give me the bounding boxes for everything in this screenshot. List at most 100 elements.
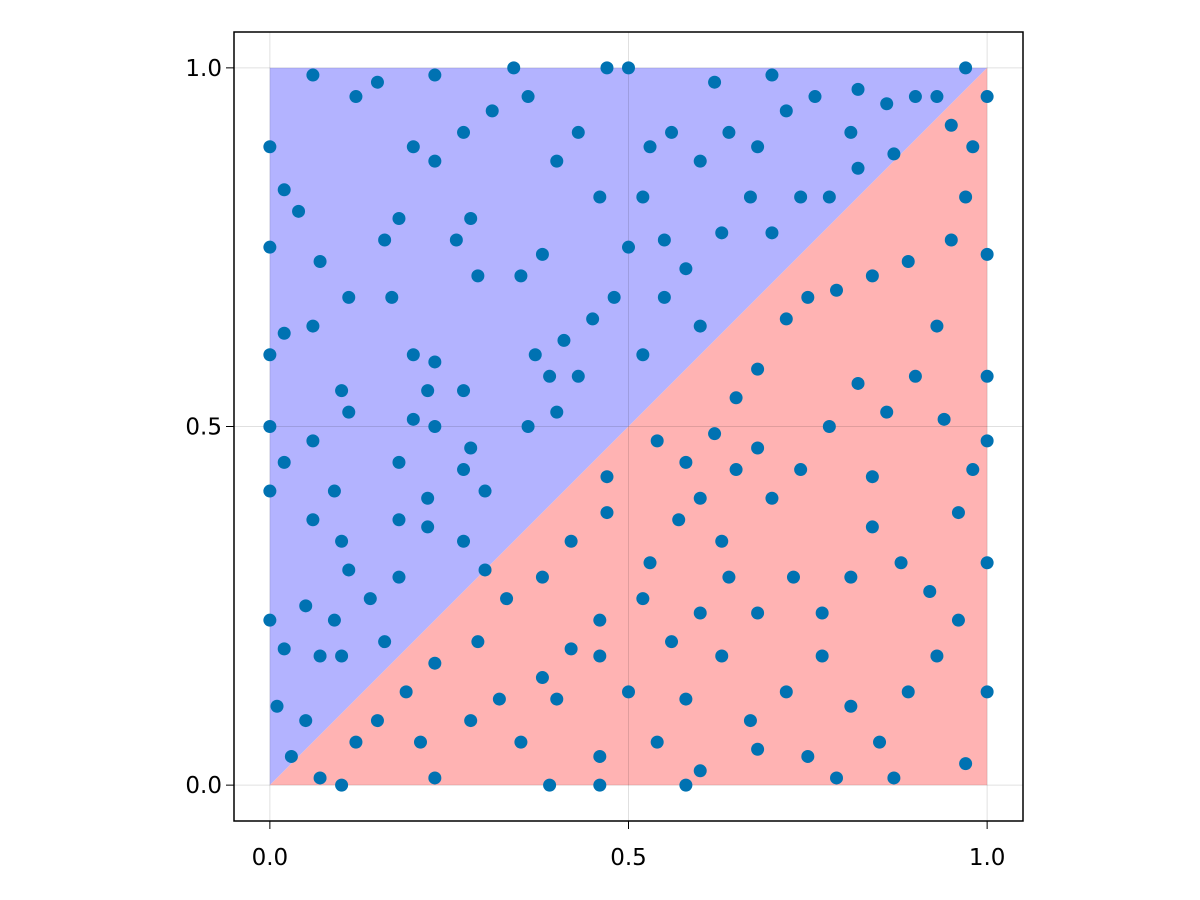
point <box>822 420 836 433</box>
point <box>679 692 693 706</box>
point <box>887 771 901 785</box>
point <box>937 412 951 426</box>
point <box>779 685 793 699</box>
point <box>980 434 994 448</box>
point <box>779 104 793 118</box>
point <box>751 742 765 756</box>
point <box>370 75 384 89</box>
point <box>980 247 994 261</box>
point <box>528 348 542 362</box>
point <box>378 233 392 247</box>
point <box>951 613 965 627</box>
point <box>708 427 722 441</box>
point <box>980 369 994 383</box>
point <box>844 570 858 584</box>
point <box>600 470 614 484</box>
point <box>944 118 958 132</box>
point <box>277 183 291 197</box>
point <box>306 68 320 82</box>
point <box>535 570 549 584</box>
point <box>830 283 844 297</box>
point <box>743 190 757 204</box>
point <box>801 290 815 304</box>
point <box>693 154 707 168</box>
point <box>708 75 722 89</box>
point <box>794 190 808 204</box>
point <box>657 233 671 247</box>
point <box>457 125 471 139</box>
point <box>457 463 471 477</box>
point <box>930 319 944 333</box>
point <box>815 606 829 620</box>
point <box>550 154 564 168</box>
point <box>959 61 973 75</box>
point <box>679 455 693 469</box>
point <box>966 463 980 477</box>
point <box>851 161 865 175</box>
point <box>514 735 528 749</box>
point <box>851 376 865 390</box>
point <box>650 434 664 448</box>
point <box>292 204 306 218</box>
point <box>751 362 765 376</box>
point <box>421 520 435 534</box>
point <box>478 484 492 498</box>
point <box>593 778 607 792</box>
point <box>306 434 320 448</box>
point <box>844 125 858 139</box>
point <box>779 312 793 326</box>
point <box>492 692 506 706</box>
point <box>586 312 600 326</box>
point <box>923 584 937 598</box>
point <box>500 592 514 606</box>
y-tick-label: 0.5 <box>185 415 222 441</box>
x-tick-label: 1.0 <box>969 845 1006 871</box>
point <box>715 649 729 663</box>
point <box>263 140 277 154</box>
point <box>428 355 442 369</box>
point <box>485 104 499 118</box>
point <box>722 125 736 139</box>
point <box>636 190 650 204</box>
point <box>306 319 320 333</box>
point <box>335 778 349 792</box>
point <box>887 147 901 161</box>
point <box>263 484 277 498</box>
point <box>930 90 944 104</box>
point <box>270 699 284 713</box>
point <box>327 484 341 498</box>
point <box>313 649 327 663</box>
point <box>600 506 614 520</box>
point <box>370 714 384 728</box>
point <box>729 391 743 405</box>
point <box>406 412 420 426</box>
point <box>830 771 844 785</box>
point <box>743 714 757 728</box>
point <box>901 255 915 269</box>
point <box>471 635 485 649</box>
point <box>665 635 679 649</box>
point <box>478 563 492 577</box>
point <box>729 463 743 477</box>
point <box>263 613 277 627</box>
point <box>457 384 471 398</box>
point <box>715 534 729 548</box>
point <box>464 714 478 728</box>
point <box>313 771 327 785</box>
point <box>313 255 327 269</box>
point <box>385 290 399 304</box>
point <box>600 61 614 75</box>
point <box>693 491 707 505</box>
point <box>650 735 664 749</box>
point <box>428 68 442 82</box>
point <box>636 592 650 606</box>
point <box>808 90 822 104</box>
point <box>543 778 557 792</box>
point <box>765 491 779 505</box>
point <box>786 570 800 584</box>
point <box>865 470 879 484</box>
point <box>342 563 356 577</box>
point <box>406 348 420 362</box>
point <box>593 649 607 663</box>
point <box>392 570 406 584</box>
